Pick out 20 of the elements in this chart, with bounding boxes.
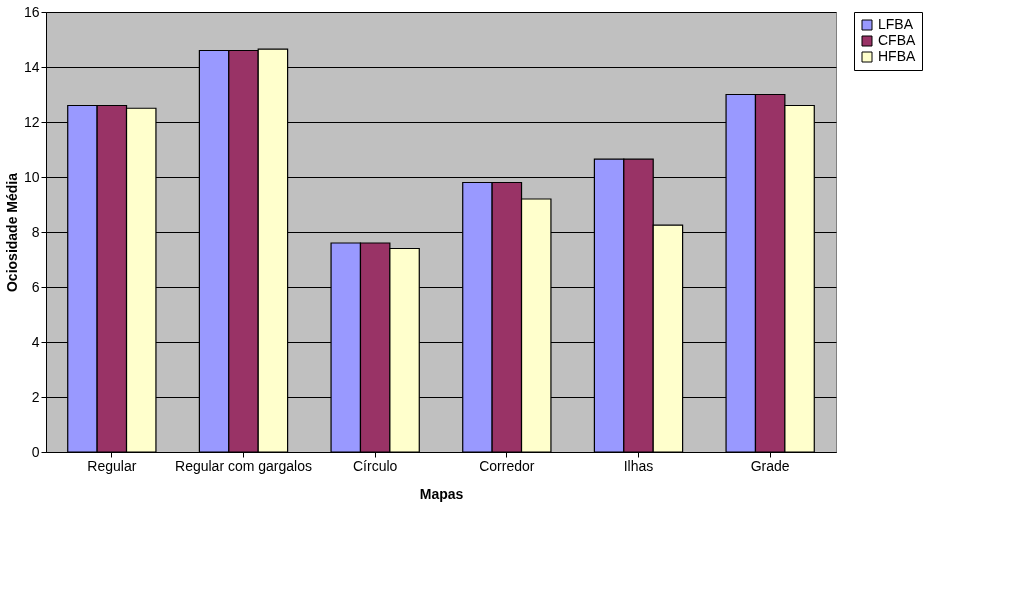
y-tick-label: 8 bbox=[31, 223, 40, 240]
y-tick-label: 6 bbox=[31, 278, 40, 295]
x-tick-label: Ilhas bbox=[623, 457, 654, 474]
y-tick-label: 12 bbox=[23, 113, 40, 130]
x-tick-label: Regular com gargalos bbox=[175, 457, 312, 474]
legend-label: CFBA bbox=[878, 32, 916, 48]
y-tick-label: 0 bbox=[31, 443, 40, 460]
y-tick-label: 16 bbox=[23, 3, 40, 20]
x-tick-label: Corredor bbox=[479, 457, 535, 474]
x-tick-label: Círculo bbox=[352, 457, 398, 474]
y-tick-label: 10 bbox=[23, 168, 40, 185]
y-axis-title: Ociosidade Média bbox=[3, 172, 20, 293]
x-tick-label: Grade bbox=[750, 457, 790, 474]
legend-label: LFBA bbox=[878, 16, 914, 32]
y-tick-label: 14 bbox=[23, 58, 40, 75]
y-tick-label: 4 bbox=[31, 333, 40, 350]
y-tick-label: 2 bbox=[31, 388, 40, 405]
x-axis-title: Mapas bbox=[419, 485, 464, 502]
x-tick-label: Regular bbox=[87, 457, 137, 474]
legend-label: HFBA bbox=[878, 48, 916, 64]
